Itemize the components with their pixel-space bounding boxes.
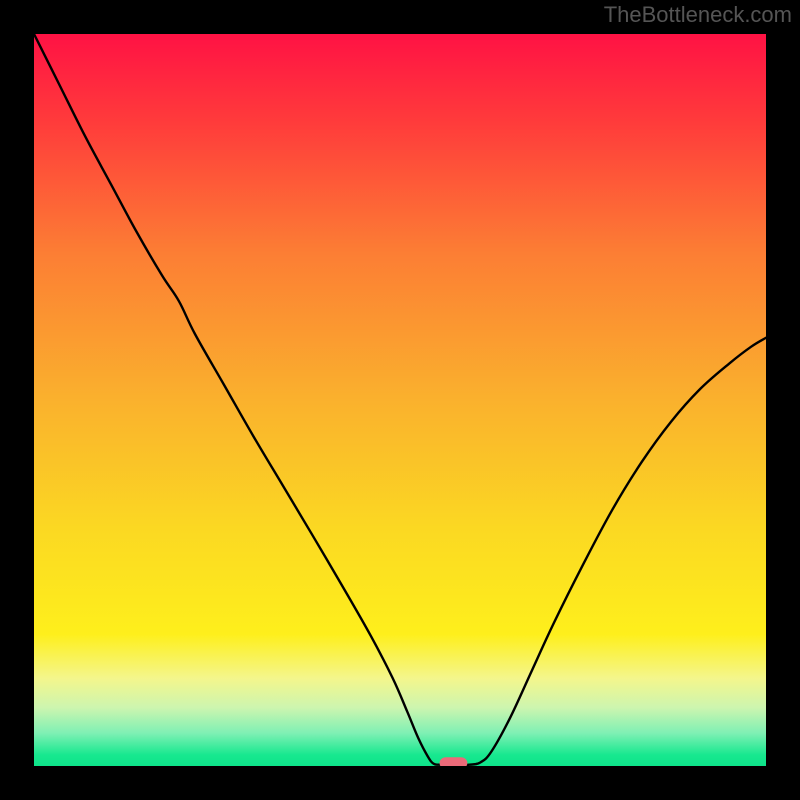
optimal-marker xyxy=(440,757,468,766)
attribution-text: TheBottleneck.com xyxy=(604,2,792,28)
chart-svg xyxy=(34,34,766,766)
plot-area xyxy=(34,34,766,766)
gradient-background xyxy=(34,34,766,766)
